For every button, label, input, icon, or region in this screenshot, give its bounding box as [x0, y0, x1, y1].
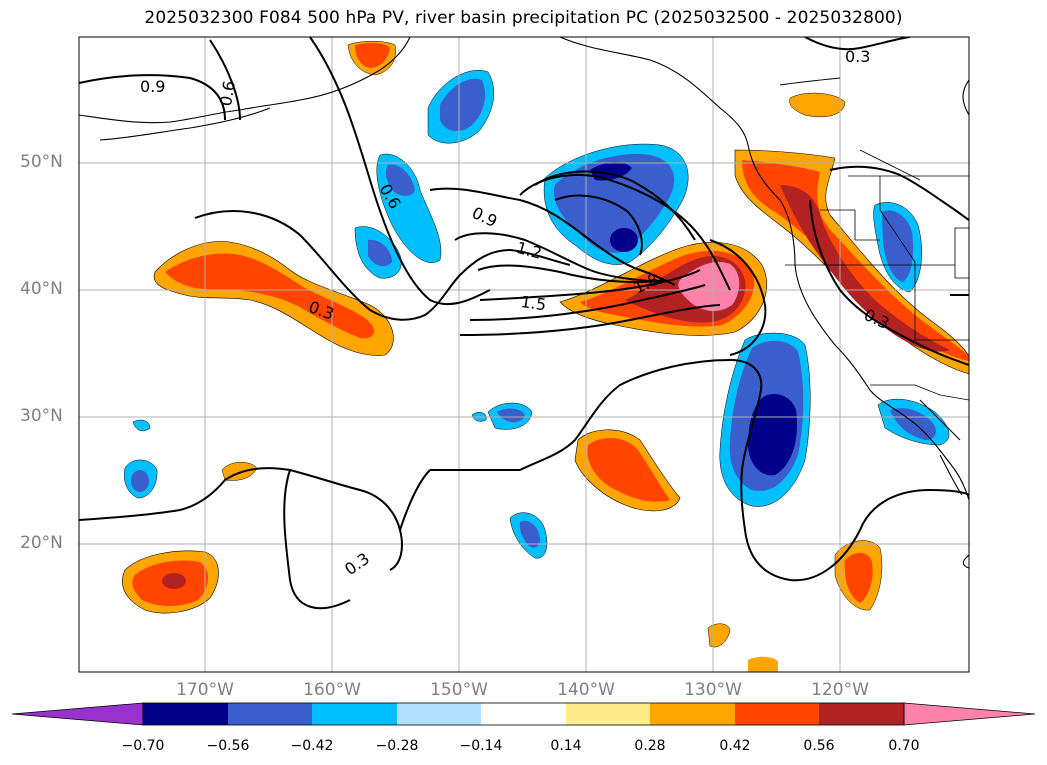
- colorbar-seg: [735, 703, 819, 725]
- colorbar-seg: [312, 703, 397, 725]
- colorbar-tick-label: 0.56: [803, 738, 835, 754]
- pv-contours: [79, 37, 969, 610]
- colorbar-tick-label: −0.28: [375, 738, 419, 754]
- colorbar-tick-label: −0.42: [290, 738, 334, 754]
- colorbar-seg: [819, 703, 904, 725]
- colorbar-tick-label: −0.70: [121, 738, 165, 754]
- lat-label: 20°N: [20, 533, 63, 553]
- colorbar-seg: [397, 703, 481, 725]
- colorbar-seg: [650, 703, 735, 725]
- colorbar: [11, 702, 1036, 726]
- lat-label: 40°N: [20, 279, 63, 299]
- colorbar-extend-min: [11, 702, 144, 726]
- colorbar-seg: [481, 703, 566, 725]
- lon-label: 160°W: [303, 680, 361, 700]
- map-title: 2025032300 F084 500 hPa PV, river basin …: [144, 8, 903, 28]
- map-plot-area: [79, 37, 969, 672]
- coastlines: [79, 37, 969, 569]
- lon-label: 170°W: [176, 680, 234, 700]
- colorbar-seg: [143, 703, 228, 725]
- contour-label: 0.6: [216, 79, 239, 107]
- colorbar-tick-label: −0.14: [459, 738, 503, 754]
- colorbar-extend-max: [903, 702, 1036, 726]
- colorbar-tick-label: 0.70: [888, 738, 920, 754]
- political-borders: [785, 149, 969, 401]
- lon-label: 130°W: [684, 680, 742, 700]
- map-gridlines: [79, 37, 969, 672]
- lon-label: 120°W: [811, 680, 869, 700]
- colorbar-seg: [228, 703, 312, 725]
- lat-label: 50°N: [20, 152, 63, 172]
- colorbar-frame: [142, 702, 905, 726]
- lon-label: 140°W: [557, 680, 615, 700]
- colorbar-tick-label: 0.28: [634, 738, 666, 754]
- colorbar-tick-label: 0.42: [719, 738, 751, 754]
- map-frame: [78, 36, 970, 673]
- colorbar-tick-label: −0.56: [206, 738, 250, 754]
- colorbar-tick-label: 0.14: [550, 738, 582, 754]
- contour-label: 0.3: [845, 47, 870, 66]
- lat-label: 30°N: [20, 406, 63, 426]
- lon-label: 150°W: [430, 680, 488, 700]
- colorbar-seg: [566, 703, 650, 725]
- contour-label: 1.5: [520, 292, 548, 314]
- contour-label: 0.9: [140, 77, 165, 96]
